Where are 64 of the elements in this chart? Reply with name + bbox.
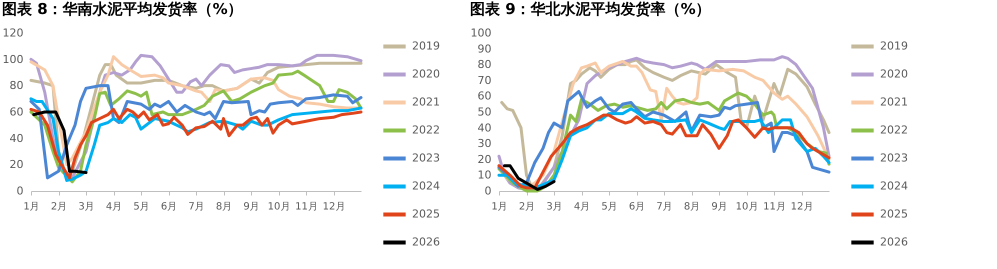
y-tick-label: 0 xyxy=(16,184,24,198)
y-tick-label: 90 xyxy=(478,42,492,56)
x-tick-label: 8月 xyxy=(216,202,232,212)
x-tick-label: 2月 xyxy=(518,202,536,212)
legend-label: 2020 xyxy=(880,68,908,80)
y-tick-label: 50 xyxy=(478,106,492,118)
legend-label: 2024 xyxy=(412,180,440,192)
x-tick-label: 12月 xyxy=(790,202,814,212)
x-tick-label: 5月 xyxy=(133,202,150,212)
y-tick-label: 100 xyxy=(2,52,24,66)
x-tick-label: 8月 xyxy=(684,202,700,212)
x-tick-label: 4月 xyxy=(106,202,122,212)
y-tick-label: 80 xyxy=(478,58,492,72)
y-tick-label: 40 xyxy=(478,121,492,134)
legend-label: 2019 xyxy=(412,40,440,52)
x-tick-label: 7月 xyxy=(188,202,205,212)
legend-label: 2022 xyxy=(412,124,440,136)
y-tick-label: 100 xyxy=(470,26,492,40)
y-tick-label: 80 xyxy=(10,79,24,92)
y-tick-label: 20 xyxy=(10,158,24,172)
y-tick-label: 120 xyxy=(2,26,24,40)
x-tick-label: 12月 xyxy=(322,202,346,212)
x-tick-label: 4月 xyxy=(574,202,590,212)
x-tick-label: 5月 xyxy=(601,202,618,212)
y-tick-label: 60 xyxy=(478,90,492,103)
y-tick-label: 60 xyxy=(10,106,24,118)
legend-label: 2026 xyxy=(412,236,440,248)
x-tick-label: 3月 xyxy=(78,202,95,212)
y-tick-label: 0 xyxy=(484,184,492,198)
x-tick-label: 1月 xyxy=(491,202,508,212)
x-tick-label: 9月 xyxy=(711,202,728,212)
legend-label: 2024 xyxy=(880,180,908,192)
legend-label: 2023 xyxy=(880,152,908,164)
y-tick-label: 10 xyxy=(478,168,492,182)
y-tick-label: 70 xyxy=(478,74,492,87)
x-tick-label: 6月 xyxy=(628,202,646,212)
x-tick-label: 10月 xyxy=(268,202,290,212)
legend-label: 2023 xyxy=(412,152,440,164)
x-tick-label: 11月 xyxy=(295,202,318,212)
legend-label: 2022 xyxy=(880,124,908,136)
legend-label: 2021 xyxy=(880,96,908,108)
y-tick-label: 20 xyxy=(478,152,492,166)
x-tick-label: 1月 xyxy=(23,202,40,212)
x-tick-label: 6月 xyxy=(160,202,178,212)
legend-label: 2021 xyxy=(412,96,440,108)
x-tick-label: 11月 xyxy=(763,202,786,212)
chart-title: 图表 9：华北水泥平均发货率（%） xyxy=(470,0,711,18)
x-tick-label: 10月 xyxy=(736,202,758,212)
line-series xyxy=(30,108,362,180)
x-tick-label: 2月 xyxy=(50,202,68,212)
x-tick-label: 9月 xyxy=(243,202,260,212)
line-series xyxy=(32,110,88,174)
legend-label: 2019 xyxy=(880,40,908,52)
x-tick-label: 7月 xyxy=(656,202,673,212)
legend-label: 2025 xyxy=(412,208,440,220)
x-tick-label: 3月 xyxy=(546,202,563,212)
legend-label: 2020 xyxy=(412,68,440,80)
chart-title: 图表 8：华南水泥平均发货率（%） xyxy=(2,0,243,18)
y-tick-label: 30 xyxy=(478,137,492,150)
line-series xyxy=(30,84,362,180)
legend-label: 2025 xyxy=(880,208,908,220)
line-series xyxy=(503,164,556,191)
legend-label: 2026 xyxy=(880,236,908,248)
y-tick-label: 40 xyxy=(10,132,24,145)
